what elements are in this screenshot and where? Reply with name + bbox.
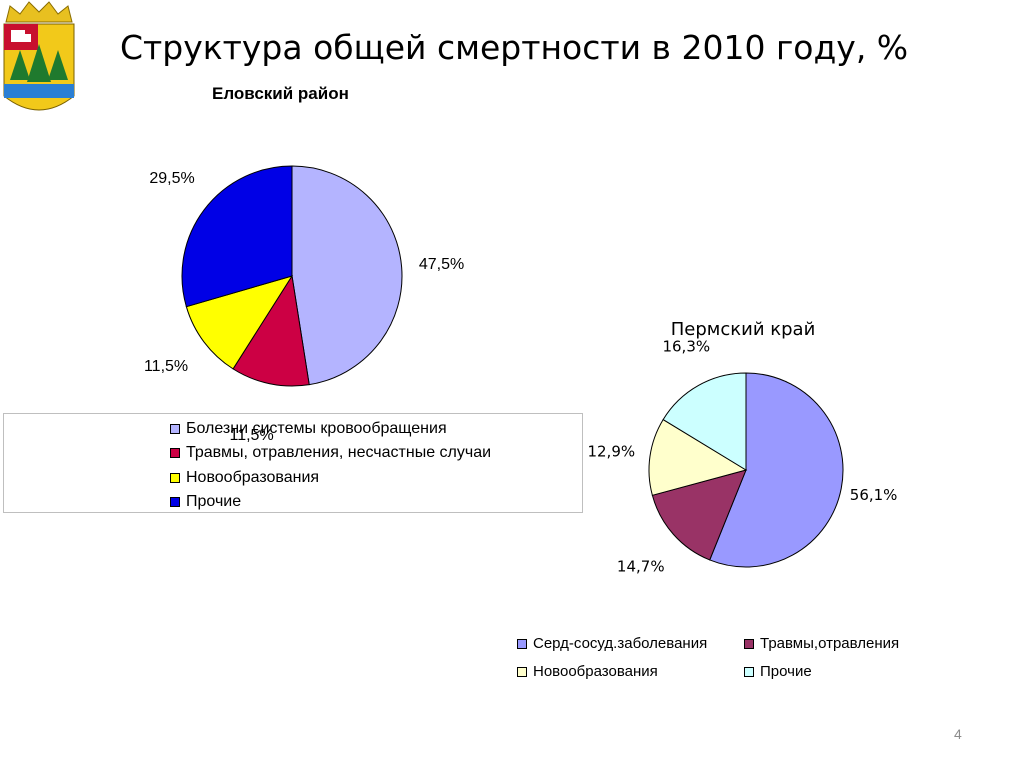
chart1-title: Еловский район <box>212 84 349 103</box>
coat-of-arms-emblem <box>3 1 75 111</box>
legend1-label-other: Прочие <box>186 493 242 510</box>
page-number: 4 <box>954 726 962 742</box>
legend1-swatch-injury <box>170 448 180 458</box>
chart1-label-cardio: 47,5% <box>419 256 464 273</box>
fir-tree-icon <box>10 44 68 82</box>
chart2-legend: Серд-сосуд.заболевания Травмы,отравления… <box>515 634 935 684</box>
chart2-slice-other <box>662 372 747 471</box>
chart1-legend: Болезни системы кровообращения Травмы, о… <box>3 413 583 513</box>
chart2-slice-injury <box>651 469 747 561</box>
legend2-label-injury: Травмы,отравления <box>760 635 900 652</box>
chart1-slice-other <box>181 165 293 308</box>
page-title: Структура общей смертности в 2010 году, … <box>120 28 909 67</box>
legend1-item-other: Прочие <box>170 493 241 511</box>
legend2-swatch-other <box>744 666 754 677</box>
legend1-label-cardio: Болезни системы кровообращения <box>186 420 447 437</box>
legend2-item-injury: Травмы,отравления <box>744 635 899 652</box>
legend2-item-other: Прочие <box>744 663 812 680</box>
legend1-swatch-cardio <box>170 424 180 434</box>
legend2-swatch-injury <box>744 638 754 649</box>
chart2-slice-cardio <box>709 372 844 568</box>
legend1-item-injury: Травмы, отравления, несчастные случаи <box>170 444 491 462</box>
legend1-item-cardio: Болезни системы кровообращения <box>170 420 447 438</box>
legend2-swatch-neoplasm <box>517 666 527 677</box>
legend1-swatch-other <box>170 497 180 507</box>
legend1-swatch-neoplasm <box>170 473 180 483</box>
legend2-item-neoplasm: Новообразования <box>517 663 658 680</box>
chart1-label-neoplasm: 11,5% <box>144 358 188 375</box>
crown-icon <box>5 1 73 23</box>
chart1-slice-cardio <box>291 165 403 386</box>
legend2-item-cardio: Серд-сосуд.заболевания <box>517 635 707 652</box>
chart1-slice-injury <box>232 274 310 387</box>
chart2-label-other: 16,3% <box>662 338 710 356</box>
chart1-label-injury: 11,5% <box>229 427 273 444</box>
legend1-item-neoplasm: Новообразования <box>170 469 319 487</box>
legend1-label-injury: Травмы, отравления, несчастные случаи <box>186 444 492 461</box>
chart1-label-other: 29,5% <box>149 170 194 187</box>
legend2-swatch-cardio <box>517 638 527 649</box>
chart2-label-injury: 14,7% <box>617 557 665 575</box>
chart2-slice-neoplasm <box>648 418 748 496</box>
chart2-label-neoplasm: 12,9% <box>587 443 635 461</box>
legend2-label-neoplasm: Новообразования <box>533 663 658 680</box>
chart2-label-cardio: 56,1% <box>850 486 898 504</box>
legend2-label-cardio: Серд-сосуд.заболевания <box>533 635 708 652</box>
legend2-label-other: Прочие <box>760 663 812 680</box>
legend1-label-neoplasm: Новообразования <box>186 469 320 486</box>
chart2-title: Пермский край <box>671 319 816 340</box>
